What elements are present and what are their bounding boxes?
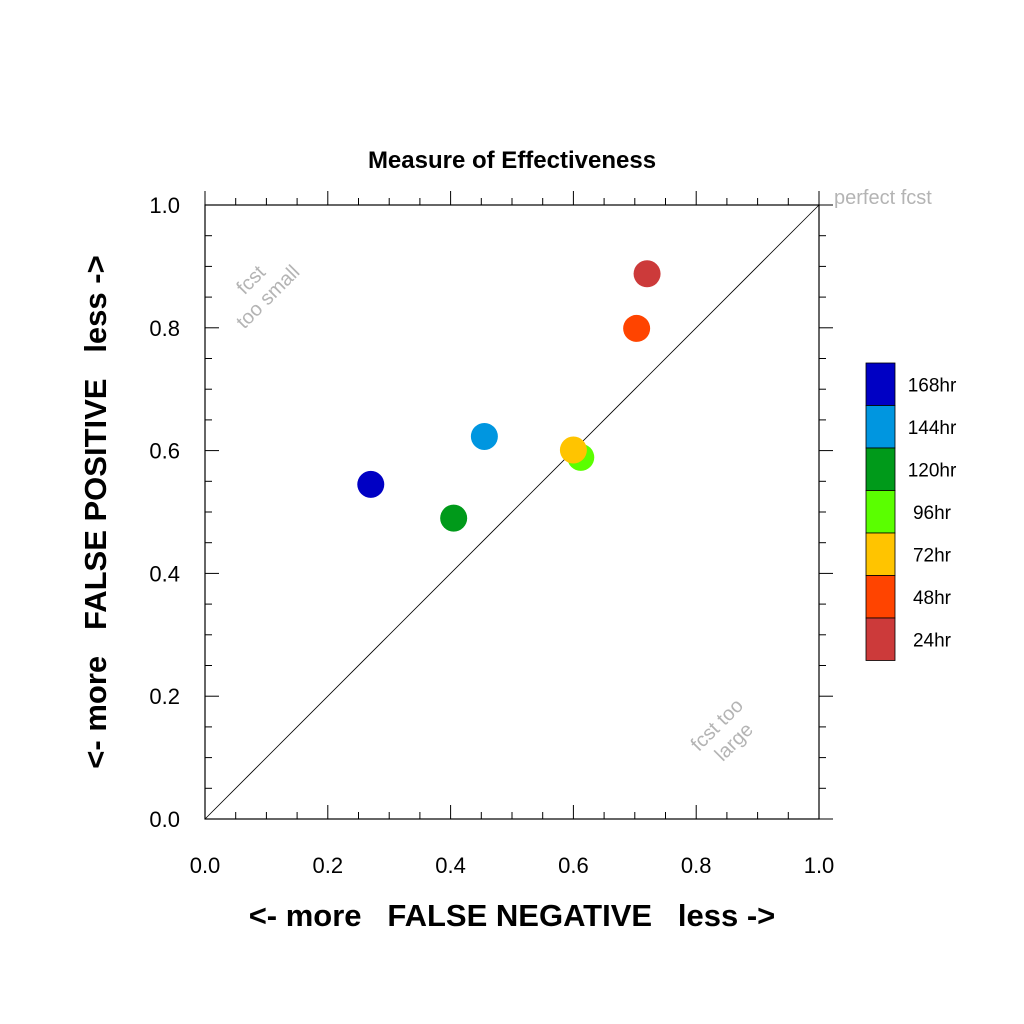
data-point-144hr xyxy=(470,422,498,450)
x-tick-label: 0.2 xyxy=(313,853,344,878)
y-tick-label: 0.2 xyxy=(149,684,180,709)
data-points xyxy=(357,260,661,532)
legend-label-120hr: 120hr xyxy=(908,460,957,481)
chart-title: Measure of Effectiveness xyxy=(368,147,656,174)
legend-label-144hr: 144hr xyxy=(908,418,957,439)
legend: 168hr 144hr 120hr 96hr 72hr 48hr 24hr xyxy=(865,362,957,661)
y-tick-label: 0.8 xyxy=(149,316,180,341)
legend-label-72hr: 72hr xyxy=(913,545,952,566)
x-tick-label: 0.6 xyxy=(558,853,589,878)
legend-label-168hr: 168hr xyxy=(908,375,957,396)
legend-swatch-72hr xyxy=(865,532,896,576)
data-point-120hr xyxy=(440,504,468,532)
annotation-fcst-too-small: fcst too small xyxy=(232,261,304,333)
legend-swatch-24hr xyxy=(865,617,896,661)
x-axis-title: <- more FALSE NEGATIVE less -> xyxy=(249,898,776,933)
y-tick-label: 0.0 xyxy=(149,807,180,832)
y-tick-label: 0.6 xyxy=(149,439,180,464)
data-point-72hr xyxy=(559,436,587,464)
legend-swatch-48hr xyxy=(865,575,896,619)
annotation-fcst-too-large: fcst too large xyxy=(687,695,758,766)
legend-label-24hr: 24hr xyxy=(913,630,952,651)
y-axis-title: <- more FALSE POSITIVE less -> xyxy=(78,255,113,768)
legend-swatch-168hr xyxy=(865,362,896,406)
axis-tick-labels: 0.0 0.2 0.4 0.6 0.8 1.0 0.0 0.2 0.4 0.6 0.8 1.0 xyxy=(149,193,834,878)
legend-label-96hr: 96hr xyxy=(913,503,952,524)
data-point-168hr xyxy=(357,470,385,498)
x-tick-label: 0.4 xyxy=(435,853,466,878)
legend-swatch-96hr xyxy=(865,490,896,534)
data-point-24hr xyxy=(633,260,661,288)
x-tick-label: 1.0 xyxy=(804,853,835,878)
legend-swatch-120hr xyxy=(865,447,896,491)
legend-label-48hr: 48hr xyxy=(913,588,952,609)
x-tick-label: 0.8 xyxy=(681,853,712,878)
data-point-48hr xyxy=(623,314,651,342)
annotation-perfect-fcst: perfect fcst xyxy=(834,187,932,209)
legend-swatch-144hr xyxy=(865,405,896,449)
y-tick-label: 0.4 xyxy=(149,561,180,586)
x-tick-label: 0.0 xyxy=(190,853,221,878)
y-tick-label: 1.0 xyxy=(149,193,180,218)
axis-ticks xyxy=(204,191,833,820)
diagonal-reference-line xyxy=(204,204,820,820)
